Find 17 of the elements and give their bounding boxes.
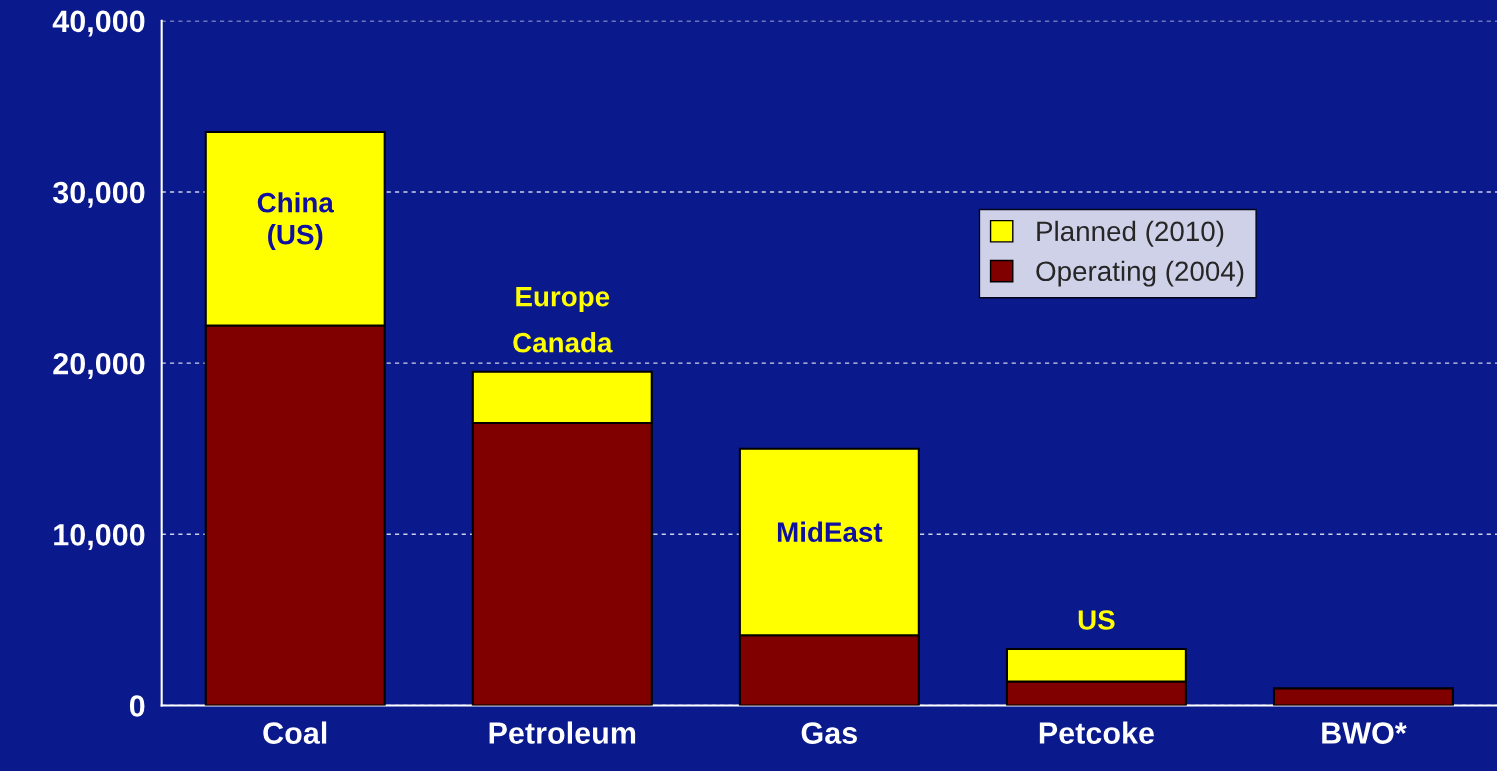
x-tick-label: Petroleum <box>489 721 636 744</box>
legend-label: Planned (2010) <box>1037 220 1224 247</box>
y-tick-label: 20,000 <box>53 352 145 379</box>
annotation: MidEast <box>777 521 883 542</box>
y-tick-label: 30,000 <box>52 181 145 208</box>
y-tick-label: 10,000 <box>54 524 145 551</box>
y-tick-label: 0 <box>129 695 145 717</box>
bar <box>1272 687 1454 706</box>
x-tick-label: Coal <box>263 721 327 744</box>
x-tick-label: BWO* <box>1322 722 1407 744</box>
x-tick-label: Gas <box>801 722 857 744</box>
annotation: China (US) <box>257 192 334 250</box>
annotation: US <box>1078 610 1115 630</box>
legend-label: Operating (2004) <box>1036 260 1244 287</box>
annotation: Europe Canada <box>513 287 613 353</box>
y-tick-label: 40,000 <box>52 10 145 37</box>
x-tick-label: Petcoke <box>1039 721 1154 744</box>
